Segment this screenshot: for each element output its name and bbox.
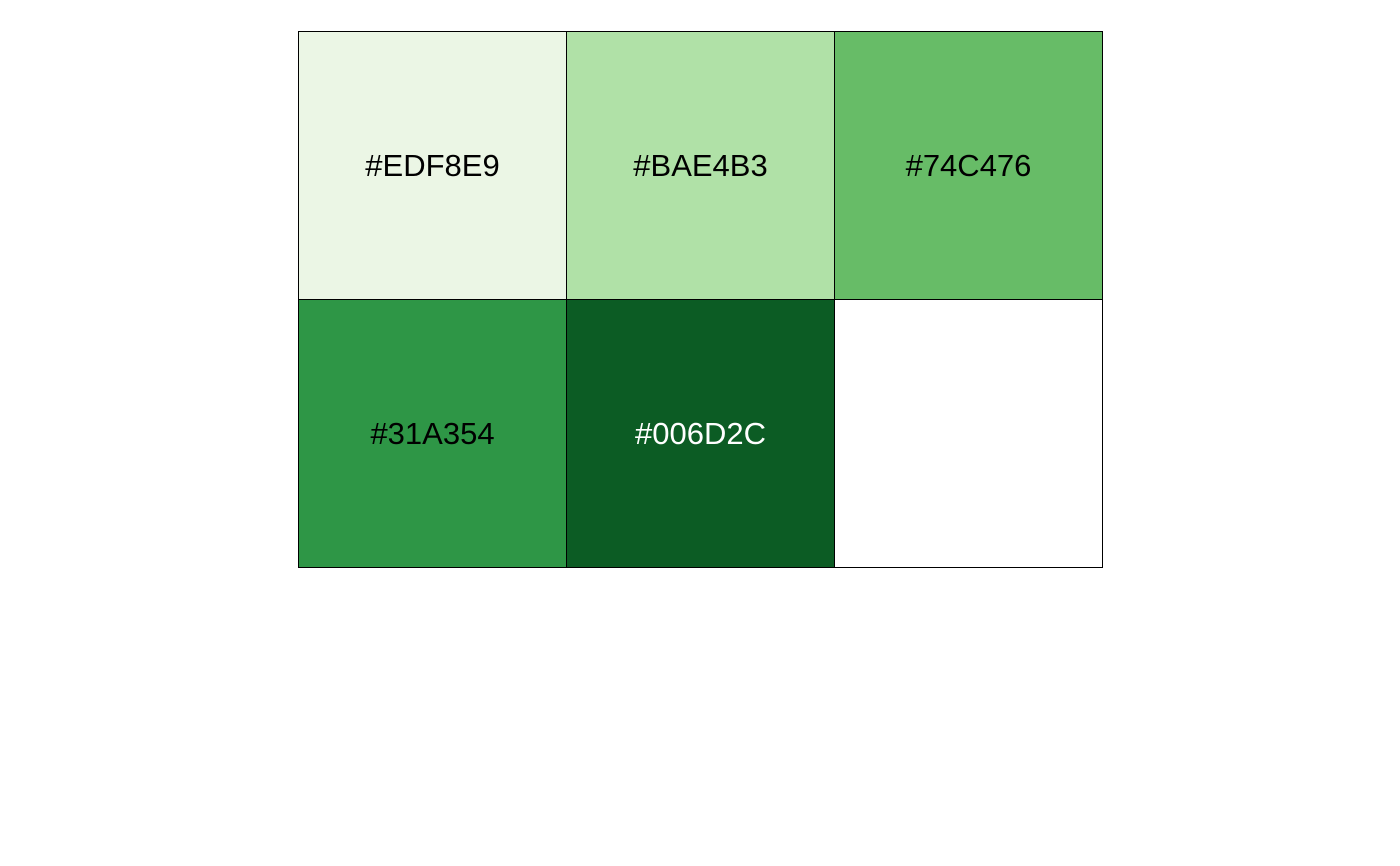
- empty-swatch: [834, 299, 1103, 568]
- color-swatch: #006D2C: [566, 299, 835, 568]
- swatch-hex-label: #006D2C: [635, 415, 766, 451]
- color-swatch: #BAE4B3: [566, 31, 835, 300]
- color-swatch: #74C476: [834, 31, 1103, 300]
- swatch-hex-label: #31A354: [370, 415, 495, 451]
- swatch-hex-label: #EDF8E9: [365, 147, 500, 183]
- color-swatch-grid: #EDF8E9 #BAE4B3 #74C476 #31A354 #006D2C: [298, 31, 1103, 568]
- swatch-hex-label: #BAE4B3: [633, 147, 768, 183]
- swatch-hex-label: #74C476: [905, 147, 1032, 183]
- color-swatch: #EDF8E9: [298, 31, 567, 300]
- color-swatch: #31A354: [298, 299, 567, 568]
